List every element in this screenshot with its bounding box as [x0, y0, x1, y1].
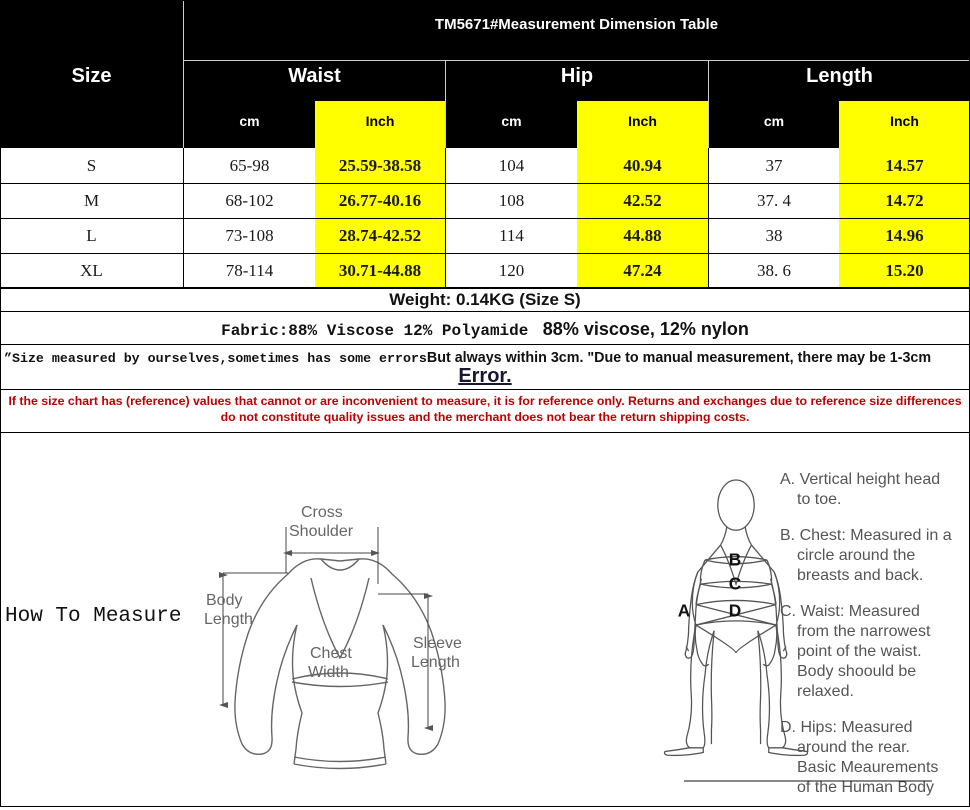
svg-text:Chest: Chest	[310, 645, 352, 662]
svg-text:Width: Width	[308, 664, 349, 681]
svg-text:breasts and back.: breasts and back.	[797, 567, 923, 584]
svg-text:Body: Body	[206, 592, 242, 609]
svg-text:Body shoould be: Body shoould be	[797, 663, 916, 680]
svg-text:of the Human Body: of the Human Body	[797, 779, 934, 796]
svg-text:from the narrowest: from the narrowest	[797, 623, 931, 640]
svg-text:relaxed.: relaxed.	[797, 683, 854, 700]
svg-text:Length: Length	[411, 654, 460, 671]
svg-text:B. Chest: Measured in a: B. Chest: Measured in a	[780, 527, 952, 544]
svg-text:circle around the: circle around the	[797, 547, 915, 564]
svg-text:Shoulder: Shoulder	[289, 523, 354, 540]
svg-text:A. Vertical height head: A. Vertical height head	[780, 471, 940, 488]
svg-text:A: A	[678, 601, 691, 621]
svg-text:D. Hips: Measured: D. Hips: Measured	[780, 719, 913, 736]
svg-text:Length: Length	[204, 611, 253, 628]
svg-text:to toe.: to toe.	[797, 491, 841, 508]
svg-text:Cross: Cross	[301, 504, 343, 521]
svg-text:C. Waist: Measured: C. Waist: Measured	[780, 603, 920, 620]
svg-text:B: B	[729, 549, 741, 569]
svg-text:Basic Meaurements: Basic Meaurements	[797, 759, 938, 776]
svg-text:D: D	[729, 601, 741, 621]
svg-text:Sleeve: Sleeve	[413, 635, 462, 652]
svg-text:point of the waist.: point of the waist.	[797, 643, 922, 660]
svg-text:around the rear.: around the rear.	[797, 739, 910, 756]
svg-text:C: C	[729, 574, 742, 594]
